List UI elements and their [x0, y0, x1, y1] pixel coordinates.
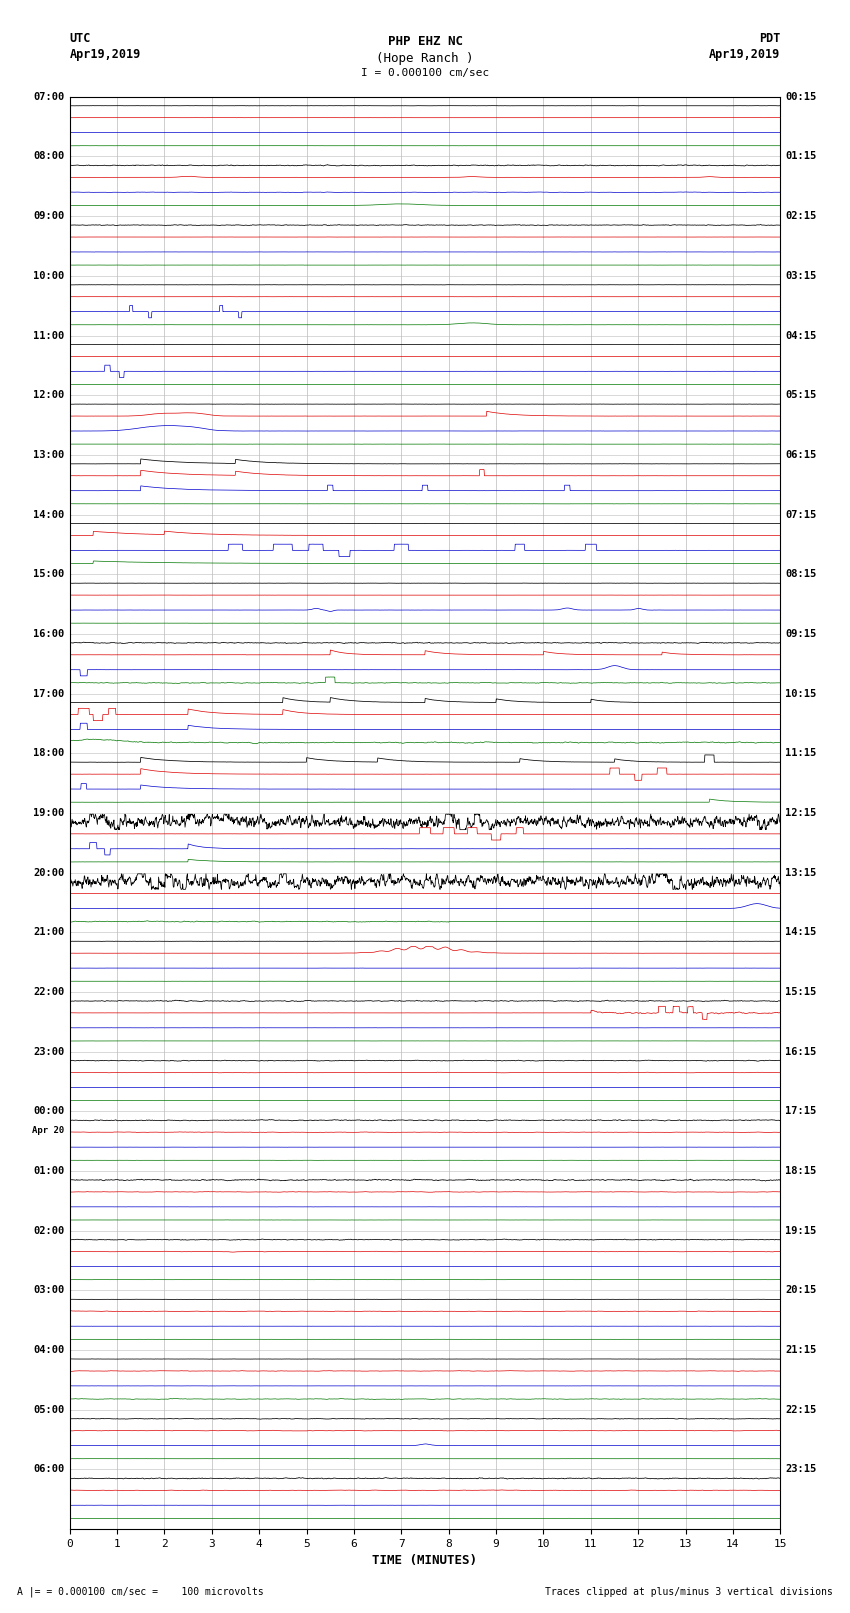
Text: PDT: PDT — [759, 32, 780, 45]
Text: 01:15: 01:15 — [785, 152, 817, 161]
Text: 07:15: 07:15 — [785, 510, 817, 519]
Text: PHP EHZ NC: PHP EHZ NC — [388, 35, 462, 48]
Text: 08:00: 08:00 — [33, 152, 65, 161]
Text: 14:15: 14:15 — [785, 927, 817, 937]
Text: 18:15: 18:15 — [785, 1166, 817, 1176]
Text: Apr19,2019: Apr19,2019 — [709, 48, 780, 61]
Text: I = 0.000100 cm/sec: I = 0.000100 cm/sec — [361, 68, 489, 77]
Text: 00:00: 00:00 — [33, 1107, 65, 1116]
Text: 13:00: 13:00 — [33, 450, 65, 460]
Text: 15:15: 15:15 — [785, 987, 817, 997]
Text: 05:00: 05:00 — [33, 1405, 65, 1415]
Text: 20:00: 20:00 — [33, 868, 65, 877]
Text: (Hope Ranch ): (Hope Ranch ) — [377, 52, 473, 65]
Text: 06:00: 06:00 — [33, 1465, 65, 1474]
Text: 20:15: 20:15 — [785, 1286, 817, 1295]
Text: 15:00: 15:00 — [33, 569, 65, 579]
Text: 04:00: 04:00 — [33, 1345, 65, 1355]
Text: 12:15: 12:15 — [785, 808, 817, 818]
Text: 19:00: 19:00 — [33, 808, 65, 818]
Text: 23:00: 23:00 — [33, 1047, 65, 1057]
Text: Apr19,2019: Apr19,2019 — [70, 48, 141, 61]
Text: 06:15: 06:15 — [785, 450, 817, 460]
Text: 10:15: 10:15 — [785, 689, 817, 698]
Text: 21:15: 21:15 — [785, 1345, 817, 1355]
Text: 05:15: 05:15 — [785, 390, 817, 400]
Text: 01:00: 01:00 — [33, 1166, 65, 1176]
Text: A |= = 0.000100 cm/sec =    100 microvolts: A |= = 0.000100 cm/sec = 100 microvolts — [17, 1586, 264, 1597]
Text: 02:00: 02:00 — [33, 1226, 65, 1236]
Text: 09:00: 09:00 — [33, 211, 65, 221]
Text: 17:00: 17:00 — [33, 689, 65, 698]
Text: Traces clipped at plus/minus 3 vertical divisions: Traces clipped at plus/minus 3 vertical … — [545, 1587, 833, 1597]
Text: 11:00: 11:00 — [33, 331, 65, 340]
Text: 10:00: 10:00 — [33, 271, 65, 281]
Text: 08:15: 08:15 — [785, 569, 817, 579]
Text: 07:00: 07:00 — [33, 92, 65, 102]
Text: 18:00: 18:00 — [33, 748, 65, 758]
Text: 17:15: 17:15 — [785, 1107, 817, 1116]
Text: 11:15: 11:15 — [785, 748, 817, 758]
Text: 03:00: 03:00 — [33, 1286, 65, 1295]
Text: 23:15: 23:15 — [785, 1465, 817, 1474]
Text: 16:15: 16:15 — [785, 1047, 817, 1057]
Text: 21:00: 21:00 — [33, 927, 65, 937]
Text: UTC: UTC — [70, 32, 91, 45]
Text: 00:15: 00:15 — [785, 92, 817, 102]
Text: 04:15: 04:15 — [785, 331, 817, 340]
Text: 03:15: 03:15 — [785, 271, 817, 281]
Text: Apr 20: Apr 20 — [32, 1126, 65, 1136]
Text: 09:15: 09:15 — [785, 629, 817, 639]
Text: 22:00: 22:00 — [33, 987, 65, 997]
Text: 14:00: 14:00 — [33, 510, 65, 519]
Text: 02:15: 02:15 — [785, 211, 817, 221]
Text: 16:00: 16:00 — [33, 629, 65, 639]
Text: 19:15: 19:15 — [785, 1226, 817, 1236]
Text: 22:15: 22:15 — [785, 1405, 817, 1415]
Text: 12:00: 12:00 — [33, 390, 65, 400]
Text: 13:15: 13:15 — [785, 868, 817, 877]
X-axis label: TIME (MINUTES): TIME (MINUTES) — [372, 1555, 478, 1568]
